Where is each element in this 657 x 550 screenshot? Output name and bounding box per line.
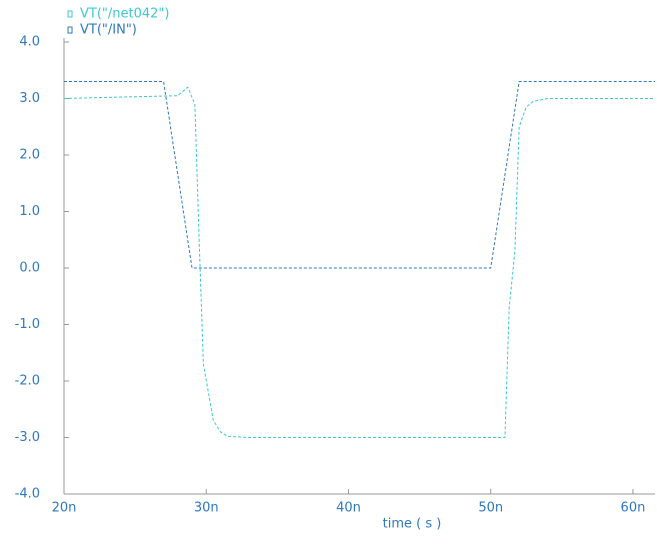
x-tick-label: 50n (478, 501, 503, 516)
y-tick-label: -4.0 (15, 487, 40, 502)
y-tick-label: 1.0 (19, 204, 40, 219)
series-line (64, 81, 655, 269)
x-tick-label: 60n (621, 501, 646, 516)
series-line (63, 86, 655, 438)
x-tick-label: 30n (194, 501, 219, 516)
x-axis-label: time ( s ) (383, 517, 442, 532)
legend-label: VT("/net042") (80, 7, 169, 22)
y-tick-label: 3.0 (19, 91, 40, 106)
y-tick-label: -1.0 (15, 317, 40, 332)
legend-label: VT("/IN") (80, 23, 137, 38)
y-tick-label: 4.0 (19, 35, 40, 50)
y-tick-label: -3.0 (15, 430, 40, 445)
y-tick-label: -2.0 (15, 374, 40, 389)
legend-swatch (67, 10, 73, 18)
y-tick-label: 0.0 (19, 261, 40, 276)
x-tick-label: 20n (52, 501, 77, 516)
y-tick-label: 2.0 (19, 148, 40, 163)
legend-swatch (67, 26, 73, 34)
x-tick-label: 40n (336, 501, 361, 516)
